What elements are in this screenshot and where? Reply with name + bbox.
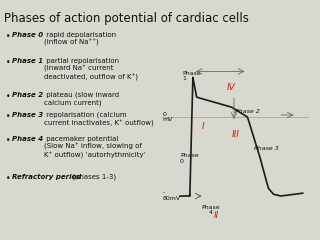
Text: plateau (slow inward
calcium current): plateau (slow inward calcium current) bbox=[44, 92, 119, 106]
Text: Phase 4: Phase 4 bbox=[12, 136, 43, 142]
Text: Refractory period: Refractory period bbox=[12, 174, 81, 180]
Text: Phases of action potential of cardiac cells: Phases of action potential of cardiac ce… bbox=[4, 12, 249, 25]
Text: -
80mV: - 80mV bbox=[163, 191, 181, 201]
Text: •: • bbox=[6, 174, 11, 183]
Text: rapid depolarisation
(inflow of Na⁺⁺): rapid depolarisation (inflow of Na⁺⁺) bbox=[44, 32, 116, 46]
Text: Phase 2: Phase 2 bbox=[235, 108, 260, 114]
Text: partial repolarisation
(inward Na⁺ current
deactivated, outflow of K⁺): partial repolarisation (inward Na⁺ curre… bbox=[44, 58, 138, 81]
Text: IV: IV bbox=[227, 83, 236, 92]
Text: (phases 1-3): (phases 1-3) bbox=[70, 174, 116, 180]
Text: Phase
0: Phase 0 bbox=[180, 153, 199, 164]
Text: Phase
4: Phase 4 bbox=[201, 204, 220, 215]
Text: II: II bbox=[214, 211, 220, 220]
Text: •: • bbox=[6, 58, 11, 67]
Text: Phase 0: Phase 0 bbox=[12, 32, 43, 38]
Text: Phase 3: Phase 3 bbox=[12, 112, 43, 118]
Text: pacemaker potential
(Slow Na⁺ inflow, slowing of
K⁺ outflow) ‘autorhythmicity’: pacemaker potential (Slow Na⁺ inflow, sl… bbox=[44, 136, 146, 159]
Text: •: • bbox=[6, 92, 11, 101]
Text: repolarisation (calcium
current inactivates, K⁺ outflow): repolarisation (calcium current inactiva… bbox=[44, 112, 154, 127]
Text: Phase 1: Phase 1 bbox=[12, 58, 43, 64]
Text: Phase 3: Phase 3 bbox=[254, 146, 278, 151]
Text: I: I bbox=[202, 122, 204, 131]
Text: Phase 2: Phase 2 bbox=[12, 92, 43, 98]
Text: 0
mV: 0 mV bbox=[163, 112, 173, 122]
Text: •: • bbox=[6, 112, 11, 121]
Text: III: III bbox=[231, 130, 239, 139]
Text: Phase
1: Phase 1 bbox=[182, 71, 201, 81]
Text: •: • bbox=[6, 136, 11, 145]
Text: •: • bbox=[6, 32, 11, 41]
